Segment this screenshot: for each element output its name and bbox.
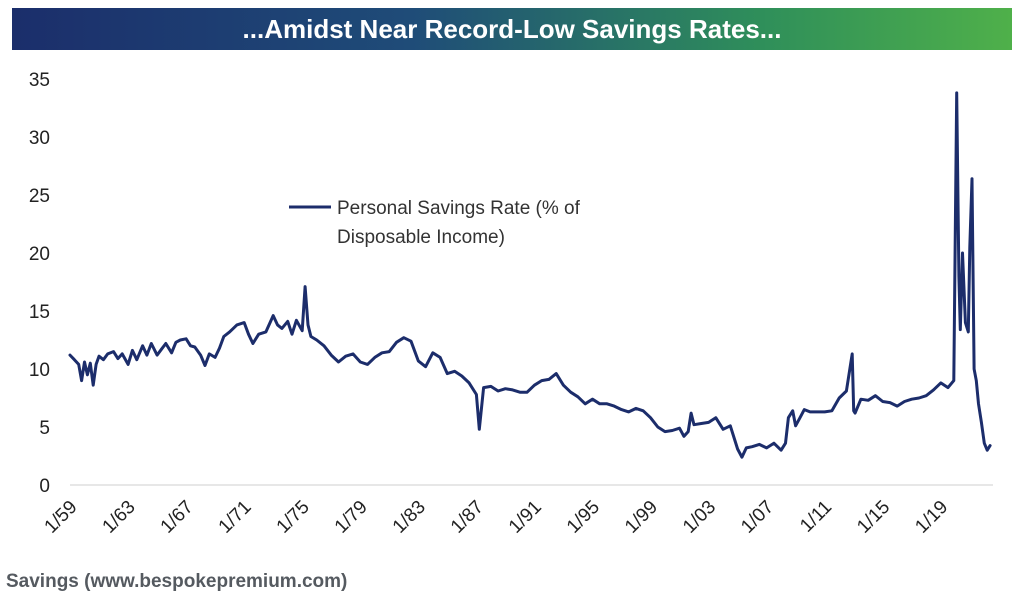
x-tick-label: 1/75 bbox=[273, 497, 314, 538]
y-tick-label: 20 bbox=[29, 244, 50, 265]
y-tick-label: 30 bbox=[29, 128, 50, 149]
x-tick-label: 1/95 bbox=[563, 497, 604, 538]
x-tick-label: 1/15 bbox=[853, 497, 894, 538]
x-tick-label: 1/79 bbox=[331, 497, 372, 538]
x-tick-label: 1/83 bbox=[389, 497, 430, 538]
x-tick-label: 1/63 bbox=[99, 497, 140, 538]
series-line-personal-savings-rate bbox=[68, 91, 992, 459]
y-tick-label: 25 bbox=[29, 186, 50, 207]
y-tick-label: 15 bbox=[29, 302, 50, 323]
y-tick-label: 5 bbox=[39, 418, 50, 439]
x-tick-label: 1/71 bbox=[215, 497, 256, 538]
x-tick-label: 1/91 bbox=[505, 497, 546, 538]
x-tick-label: 1/19 bbox=[911, 497, 952, 538]
source-caption: Savings (www.bespokepremium.com) bbox=[6, 571, 348, 592]
chart-title-banner: ...Amidst Near Record-Low Savings Rates.… bbox=[12, 8, 1012, 50]
legend-label-line-1: Personal Savings Rate (% of bbox=[337, 198, 581, 219]
legend-label-line-2: Disposable Income) bbox=[337, 227, 505, 248]
y-axis: 0 5 10 15 20 25 30 35 bbox=[29, 70, 50, 497]
legend: Personal Savings Rate (% of Disposable I… bbox=[289, 198, 581, 248]
x-tick-label: 1/59 bbox=[41, 497, 82, 538]
chart-title: ...Amidst Near Record-Low Savings Rates.… bbox=[242, 13, 782, 44]
x-tick-label: 1/03 bbox=[679, 497, 720, 538]
x-axis: 1/59 1/63 1/67 1/71 1/75 1/79 1/83 1/87 1/91 1/95… bbox=[41, 497, 953, 538]
x-tick-label: 1/99 bbox=[621, 497, 662, 538]
x-tick-label: 1/11 bbox=[796, 497, 836, 537]
y-tick-label: 35 bbox=[29, 70, 50, 91]
y-tick-label: 0 bbox=[39, 476, 50, 497]
y-tick-label: 10 bbox=[29, 360, 50, 381]
x-tick-label: 1/07 bbox=[737, 497, 778, 538]
x-tick-label: 1/87 bbox=[447, 497, 488, 538]
x-tick-label: 1/67 bbox=[157, 497, 198, 538]
